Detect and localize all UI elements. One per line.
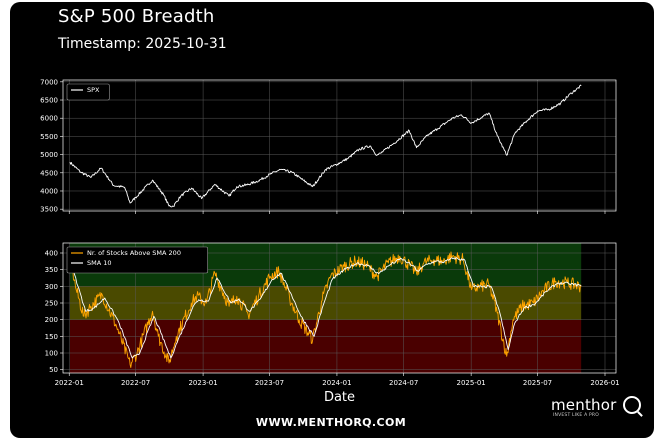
breadth-tick-label-x: 2026-01 xyxy=(590,379,619,387)
logo-tagline: INVEST LIKE A PRO xyxy=(553,413,600,418)
breadth-tick-label-y: 150 xyxy=(45,333,58,341)
spx-legend-box xyxy=(66,83,110,101)
breadth-tick-label-x: 2022-07 xyxy=(121,379,150,387)
timestamp-label: Timestamp: 2025-10-31 xyxy=(58,36,227,52)
breadth-tick-label-y: 300 xyxy=(45,283,58,291)
breadth-tick-label-x: 2023-01 xyxy=(188,379,217,387)
breadth-legend-label: Nr. of Stocks Above SMA 200 xyxy=(87,249,181,257)
breadth-legend-label: SMA 10 xyxy=(87,259,112,267)
breadth-legend-box xyxy=(66,246,208,274)
spx-plot-frame xyxy=(62,79,617,212)
brand-logo: menthor INVEST LIKE A PRO xyxy=(551,396,651,420)
breadth-sma10-line xyxy=(69,257,582,359)
breadth-tick-label-y: 100 xyxy=(45,350,58,358)
breadth-tick-label-y: 350 xyxy=(45,266,58,274)
chart-title: S&P 500 Breadth xyxy=(58,6,215,27)
breadth-tick-label-x: 2024-07 xyxy=(389,379,418,387)
spx-tick-label-y: 6000 xyxy=(40,115,58,123)
breadth-tick-label-x: 2025-01 xyxy=(457,379,486,387)
breadth-tick-label-x: 2022-01 xyxy=(55,379,84,387)
spx-tick-label-y: 5500 xyxy=(40,133,58,141)
spx-tick-label-y: 3500 xyxy=(40,206,58,214)
breadth-tick-label-x: 2023-07 xyxy=(255,379,284,387)
spx-legend: SPX xyxy=(66,83,110,101)
breadth-tick-label-x: 2024-01 xyxy=(322,379,351,387)
footer-url: WWW.MENTHORQ.COM xyxy=(255,416,407,429)
breadth-tick-label-y: 50 xyxy=(49,366,58,374)
spx-tick-label-y: 7000 xyxy=(40,78,58,86)
breadth-tick-label-x: 2025-07 xyxy=(523,379,552,387)
spx-line xyxy=(69,84,582,208)
breadth-above-sma200-line xyxy=(69,251,582,368)
logo-q-icon xyxy=(623,396,641,414)
spx-tick-label-y: 6500 xyxy=(40,97,58,105)
breadth-legend: Nr. of Stocks Above SMA 200 SMA 10 xyxy=(66,246,208,274)
spx-tick-label-y: 5000 xyxy=(40,151,58,159)
breadth-tick-label-y: 200 xyxy=(45,316,58,324)
spx-tick-label-y: 4000 xyxy=(40,187,58,195)
spx-legend-label: SPX xyxy=(87,86,100,94)
x-axis-label: Date xyxy=(324,390,355,405)
breadth-plot-frame xyxy=(62,242,617,374)
breadth-tick-label-y: 250 xyxy=(45,300,58,308)
breadth-tick-label-y: 400 xyxy=(45,250,58,258)
logo-wordmark: menthor xyxy=(551,396,617,414)
spx-tick-label-y: 4500 xyxy=(40,169,58,177)
